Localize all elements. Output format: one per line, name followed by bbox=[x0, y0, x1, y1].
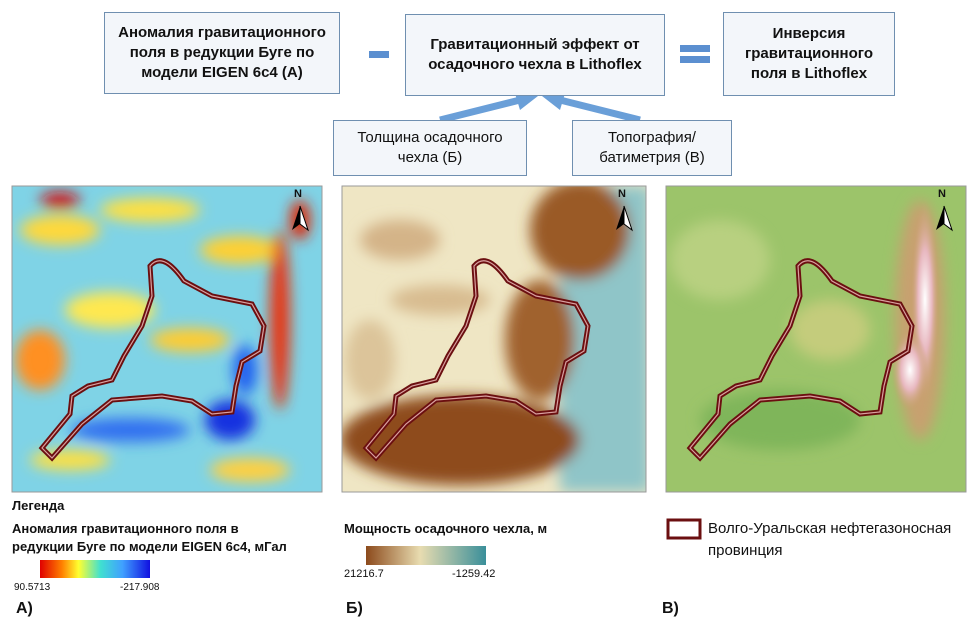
province-swatch bbox=[668, 520, 700, 538]
thickness-map bbox=[340, 180, 650, 492]
gravity-map bbox=[12, 186, 322, 492]
gravity-colorbar bbox=[40, 560, 150, 578]
figure: Аномалия гравитационного поля в редукции… bbox=[0, 0, 970, 623]
equals-sign bbox=[680, 45, 710, 52]
scale-min: -217.908 bbox=[120, 582, 159, 593]
panel-label: Б) bbox=[346, 600, 363, 618]
legend-heading: Легенда bbox=[12, 498, 64, 513]
legend-line: редукции Буге по модели EIGEN 6c4, мГал bbox=[12, 538, 287, 556]
equals-sign bbox=[680, 56, 710, 63]
north-label: N bbox=[294, 188, 302, 200]
legend-title: Аномалия гравитационного поля в редукции… bbox=[12, 520, 287, 556]
legend-line: провинция bbox=[708, 540, 951, 562]
north-label: N bbox=[938, 188, 946, 200]
box-line: поля в редукции Буге по bbox=[130, 43, 314, 63]
legend-title: Волго-Уральская нефтегазоносная провинци… bbox=[708, 518, 951, 562]
thickness-box: Толщина осадочного чехла (Б) bbox=[333, 120, 527, 176]
thickness-colorbar bbox=[366, 546, 486, 565]
box-line: гравитационного bbox=[745, 44, 873, 64]
topography-map bbox=[666, 186, 966, 492]
scale-min: -1259.42 bbox=[452, 568, 495, 580]
sediment-effect-box: Гравитационный эффект от осадочного чехл… bbox=[405, 14, 665, 96]
box-line: Инверсия bbox=[773, 24, 846, 44]
box-line: Гравитационный эффект от bbox=[430, 35, 639, 55]
box-line: осадочного чехла в Lithoflex bbox=[428, 55, 642, 75]
minus-sign bbox=[369, 51, 389, 58]
box-line: Аномалия гравитационного bbox=[118, 23, 326, 43]
scale-max: 90.5713 bbox=[14, 582, 50, 593]
box-line: поля в Lithoflex bbox=[751, 64, 867, 84]
box-line: батиметрия (В) bbox=[599, 148, 705, 168]
box-line: Топография/ bbox=[608, 128, 696, 148]
panel-label: В) bbox=[662, 600, 679, 618]
inversion-box: Инверсия гравитационного поля в Lithofle… bbox=[723, 12, 895, 96]
topography-box: Топография/ батиметрия (В) bbox=[572, 120, 732, 176]
box-line: модели EIGEN 6c4 (А) bbox=[141, 63, 303, 83]
legend-line: Аномалия гравитационного поля в bbox=[12, 520, 287, 538]
legend-line: Волго-Уральская нефтегазоносная bbox=[708, 518, 951, 540]
legend-title: Мощность осадочного чехла, м bbox=[344, 521, 547, 536]
scale-max: 21216.7 bbox=[344, 568, 384, 580]
gravity-anomaly-box: Аномалия гравитационного поля в редукции… bbox=[104, 12, 340, 94]
panel-label: А) bbox=[16, 600, 33, 618]
box-line: чехла (Б) bbox=[398, 148, 462, 168]
box-line: Толщина осадочного bbox=[357, 128, 502, 148]
north-label: N bbox=[618, 188, 626, 200]
